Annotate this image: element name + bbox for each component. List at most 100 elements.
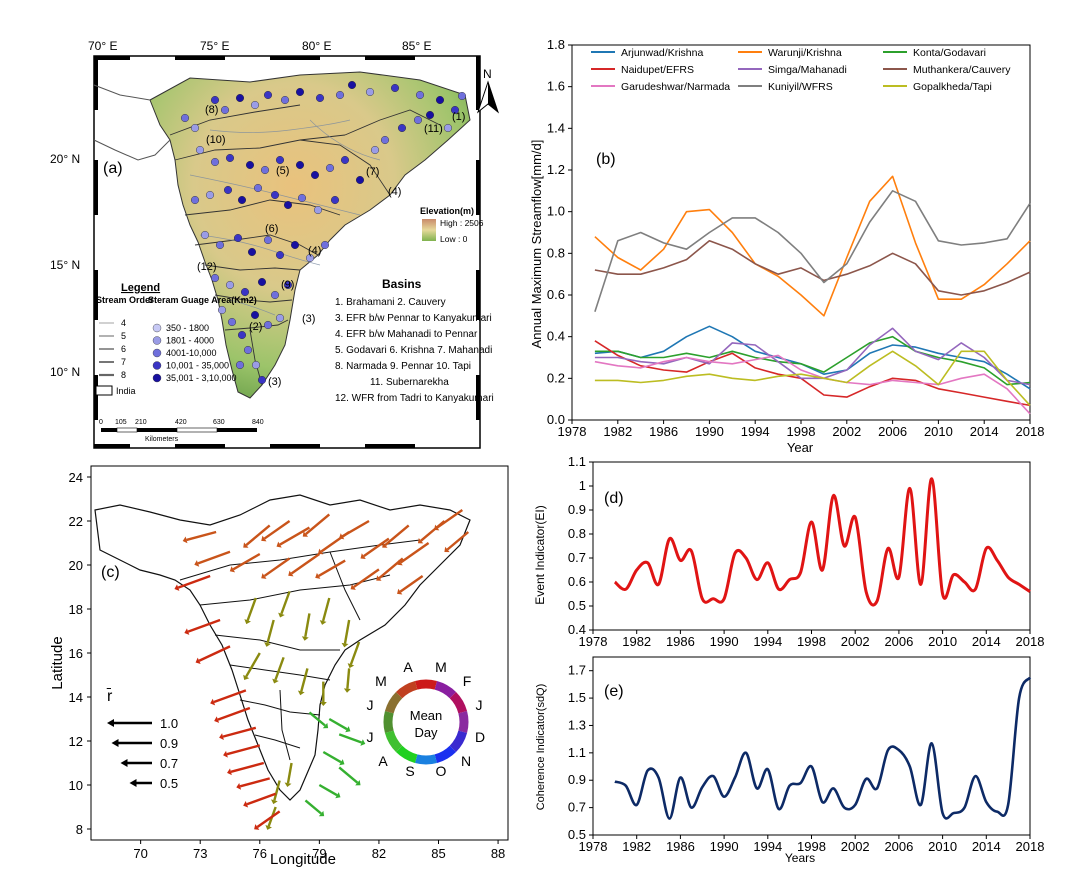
basin-line: 4. EFR b/w Mahanadi to Pennar <box>335 329 478 340</box>
direction-arrow <box>245 524 271 546</box>
gauge-station <box>381 135 390 144</box>
basin-number: (3) <box>268 376 281 388</box>
gauge-station <box>356 175 365 184</box>
x-tick-label: 2010 <box>924 424 953 439</box>
y-tick-label: 12 <box>69 734 83 749</box>
arrow-head <box>343 688 351 693</box>
gauge-station <box>215 240 224 249</box>
gauge-station <box>314 205 323 214</box>
wheel-segment <box>415 754 437 765</box>
wheel-month-label: S <box>405 763 414 779</box>
gauge-class-swatch <box>152 336 162 345</box>
y-tick-label: 0.8 <box>547 245 565 260</box>
gauge-station <box>321 240 330 249</box>
gauge-station <box>237 331 246 340</box>
plot-frame <box>592 461 1031 631</box>
arrow-head <box>174 584 180 591</box>
rbar-arrow-head <box>129 779 137 787</box>
arrow-head <box>339 533 345 540</box>
gauge-station <box>414 115 423 124</box>
wheel-segment <box>434 680 457 699</box>
arrow-head <box>345 726 351 733</box>
india-label: India <box>116 386 136 396</box>
gauge-station <box>296 87 305 96</box>
wheel-month-label: O <box>436 763 447 779</box>
rbar-value: 1.0 <box>160 716 178 731</box>
arrow-head <box>315 572 321 579</box>
scale-bar: 0 105 210 420 630 840 Kilometers <box>99 419 264 443</box>
arrow-head <box>223 750 228 758</box>
gauge-station <box>426 110 435 119</box>
basin-number: (12) <box>197 261 217 273</box>
basin-number: (9) <box>281 279 294 291</box>
x-tick-label: 1994 <box>741 424 770 439</box>
gauge-class-label: 4001-10,000 <box>166 348 217 358</box>
x-tick-label: 88 <box>491 846 505 861</box>
x-tick-label: 2014 <box>972 839 1001 854</box>
legend-label: Arjunwad/Krishna <box>621 47 703 59</box>
elevation-title: Elevation(m) <box>420 206 474 216</box>
arrow-head <box>302 531 309 537</box>
rbar-value: 0.5 <box>160 776 178 791</box>
x-tick-label: 1986 <box>666 839 695 854</box>
gauge-station <box>296 160 305 169</box>
y-tick-label: 14 <box>69 690 83 705</box>
x-tick-label: 1982 <box>603 424 632 439</box>
x-tick-label: 2018 <box>1016 634 1045 649</box>
direction-arrow <box>349 641 361 665</box>
y-tick-label: 20 <box>69 558 83 573</box>
gauge-station <box>271 291 280 300</box>
legend-title: Legend <box>121 282 160 294</box>
arrow-head <box>347 663 355 669</box>
x-tick-label: 2018 <box>1016 424 1045 439</box>
arrow-head <box>376 575 382 581</box>
x-tick-label: 2006 <box>878 424 907 439</box>
direction-arrow <box>346 668 351 689</box>
scale-tick: 210 <box>135 419 147 426</box>
lon-label-80: 80° E <box>302 39 331 53</box>
series-line-naidupet-efrs <box>594 340 1031 407</box>
direction-arrow <box>239 777 271 788</box>
direction-arrow <box>378 557 404 579</box>
x-tick-label: 1982 <box>622 839 651 854</box>
arrow-head <box>297 690 305 696</box>
y-tick-label: 0.4 <box>547 329 565 344</box>
lon-label-75: 75° E <box>200 39 229 53</box>
arrow-head <box>350 584 356 590</box>
direction-arrow <box>304 799 322 815</box>
arrow-head <box>227 768 232 776</box>
legend-label: Naidupet/EFRS <box>621 64 694 76</box>
legend-label: Konta/Godavari <box>913 47 986 59</box>
gauge-station <box>247 247 256 256</box>
arrow-head <box>360 553 366 560</box>
panel-b-label: (b) <box>596 151 616 168</box>
arrow-head <box>261 573 267 579</box>
panel-b-xlabel: Year <box>787 440 814 455</box>
series-line-event-indicator <box>613 477 1031 607</box>
scale-unit: Kilometers <box>145 436 179 443</box>
arrow-head <box>195 657 201 664</box>
gauge-class-swatch <box>152 373 162 383</box>
stream-order-label: 4 <box>121 318 126 328</box>
y-tick-label: 0.9 <box>568 772 586 787</box>
arrow-head <box>341 642 349 648</box>
rbar-legend: 1.0 0.9 0.7 0.5 <box>107 716 178 791</box>
gauge-station <box>261 165 270 174</box>
panel-b: (b) Annual Maximum Streamflow[mm/d] Year… <box>529 37 1044 455</box>
x-tick-label: 1998 <box>787 424 816 439</box>
series-line-kuniyil-wfrs <box>594 190 1031 312</box>
direction-arrow <box>213 689 247 704</box>
direction-arrow <box>226 744 261 756</box>
rbar-arrow-head <box>111 739 119 747</box>
arrow-head <box>322 722 329 729</box>
direction-arrow <box>318 559 346 577</box>
direction-arrow <box>321 597 331 622</box>
gauge-station <box>398 123 407 132</box>
basin-number: (7) <box>366 166 379 178</box>
peninsula-land <box>149 71 471 399</box>
series-line-coherence-indicator <box>614 676 1032 820</box>
basin-number: (4) <box>388 186 401 198</box>
series-line-gopalkheda-tapi <box>594 350 1031 406</box>
gauge-class-label: 350 - 1800 <box>166 323 209 333</box>
